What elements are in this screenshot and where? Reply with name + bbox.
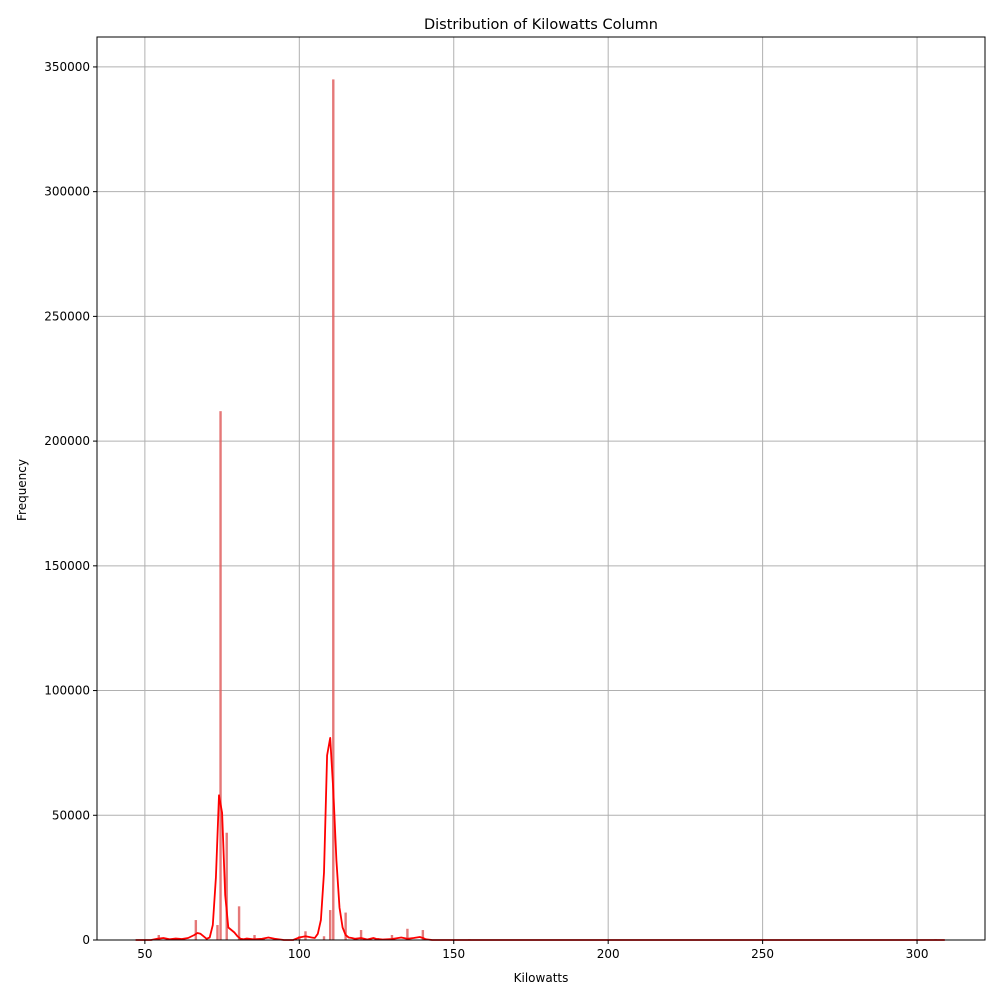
- histogram-bar: [322, 936, 326, 940]
- y-tick-label: 150000: [44, 559, 90, 573]
- grid: [97, 37, 985, 941]
- x-tick-label: 100: [288, 947, 311, 961]
- x-axis-label: Kilowatts: [514, 971, 569, 985]
- histogram-bar: [390, 935, 394, 940]
- kde-curve-group: [135, 737, 945, 941]
- y-tick-label: 50000: [52, 808, 90, 822]
- histogram-bar: [328, 910, 332, 940]
- histogram-bar: [225, 832, 228, 940]
- histogram-bar: [194, 920, 198, 940]
- plot-frame: [96, 36, 986, 941]
- y-axis-ticks: 0 50000 100000 150000 200000 250000 300000 3500…: [44, 60, 97, 947]
- histogram-bar: [157, 935, 160, 940]
- y-axis-label: Frequency: [15, 459, 29, 521]
- x-axis-ticks: 50 100 150 200 250 300: [137, 940, 929, 961]
- x-tick-label: 150: [442, 947, 465, 961]
- y-tick-label: 0: [82, 933, 90, 947]
- kde-curve: [135, 737, 945, 941]
- x-tick-label: 300: [906, 947, 929, 961]
- y-tick-label: 300000: [44, 185, 90, 199]
- x-tick-label: 200: [597, 947, 620, 961]
- x-tick-label: 50: [137, 947, 152, 961]
- x-tick-label: 250: [751, 947, 774, 961]
- histogram-bar: [253, 935, 256, 940]
- y-tick-label: 350000: [44, 60, 90, 74]
- chart-title: Distribution of Kilowatts Column: [424, 17, 658, 33]
- histogram-bar: [332, 79, 335, 941]
- histogram-bar: [237, 906, 241, 940]
- histogram-bar: [359, 930, 363, 940]
- y-tick-label: 100000: [44, 684, 90, 698]
- histogram-bar: [216, 925, 219, 940]
- histogram-bar: [344, 912, 347, 940]
- y-tick-label: 200000: [44, 434, 90, 448]
- histogram-bar: [421, 930, 425, 940]
- histogram-bar: [406, 928, 409, 940]
- y-tick-label: 250000: [44, 309, 90, 323]
- histogram-bar: [219, 411, 222, 940]
